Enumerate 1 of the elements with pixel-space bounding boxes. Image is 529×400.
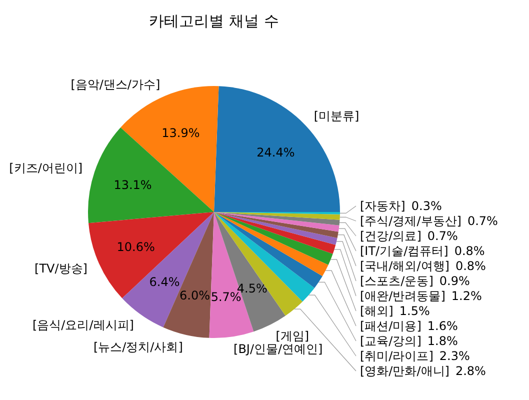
title: 카테고리별 채널 수 (149, 12, 279, 30)
